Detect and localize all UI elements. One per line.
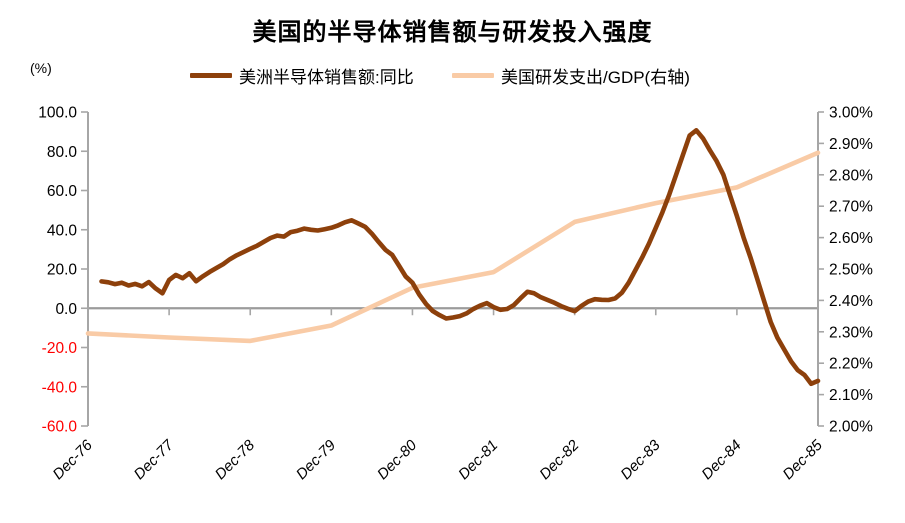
left-axis-tick-label: 40.0 bbox=[47, 222, 78, 239]
x-axis-label: Dec-78 bbox=[212, 436, 259, 483]
right-axis-tick-label: 2.10% bbox=[829, 387, 873, 404]
x-axis-label: Dec-84 bbox=[699, 437, 745, 483]
legend-label-rnd: 美国研发支出/GDP(右轴) bbox=[501, 67, 690, 87]
series-rnd-gdp-line bbox=[85, 150, 821, 344]
left-axis-tick-label: 100.0 bbox=[38, 105, 77, 122]
x-axis-label: Dec-80 bbox=[374, 436, 421, 483]
legend-label-sales: 美洲半导体销售额:同比 bbox=[239, 67, 414, 87]
series-sales-yoy-line bbox=[99, 128, 821, 387]
x-axis-label: Dec-81 bbox=[455, 437, 501, 483]
legend-item-rnd: 美国研发支出/GDP(右轴) bbox=[452, 65, 690, 87]
legend-item-sales: 美洲半导体销售额:同比 bbox=[190, 65, 414, 87]
left-axis-tick-label: -40.0 bbox=[42, 379, 78, 396]
right-axis-tick-label: 2.50% bbox=[829, 262, 873, 279]
legend-swatch-sales-line bbox=[190, 72, 232, 78]
x-axis-label: Dec-76 bbox=[50, 436, 97, 483]
right-axis-tick-label: 2.30% bbox=[829, 324, 873, 341]
right-axis-tick-label: 3.00% bbox=[829, 105, 873, 122]
x-axis-label: Dec-82 bbox=[536, 436, 583, 483]
left-axis-tick-label: -60.0 bbox=[42, 419, 78, 436]
right-axis-tick-label: 2.20% bbox=[829, 356, 873, 373]
left-axis-tick-label: 80.0 bbox=[47, 144, 78, 161]
left-axis-unit-label: (%) bbox=[30, 60, 52, 76]
right-axis-tick-label: 2.90% bbox=[829, 136, 873, 153]
legend-swatch-rnd-line bbox=[452, 72, 494, 78]
right-axis-tick-label: 2.00% bbox=[829, 419, 873, 436]
right-axis-tick-label: 2.70% bbox=[829, 199, 873, 216]
left-axis-tick-label: 0.0 bbox=[55, 301, 77, 318]
x-axis-label: Dec-77 bbox=[131, 436, 178, 483]
x-axis-label: Dec-85 bbox=[780, 436, 827, 483]
left-axis-tick-label: 20.0 bbox=[47, 262, 78, 279]
left-axis-tick-label: -20.0 bbox=[42, 340, 78, 357]
right-axis-tick-label: 2.80% bbox=[829, 167, 873, 184]
x-axis-label: Dec-83 bbox=[617, 436, 664, 483]
right-axis-tick-label: 2.40% bbox=[829, 293, 873, 310]
left-axis-tick-label: 60.0 bbox=[47, 183, 78, 200]
x-axis-label: Dec-79 bbox=[293, 436, 340, 483]
chart-title: 美国的半导体销售额与研发投入强度 bbox=[252, 19, 653, 46]
right-axis-tick-label: 2.60% bbox=[829, 230, 873, 247]
